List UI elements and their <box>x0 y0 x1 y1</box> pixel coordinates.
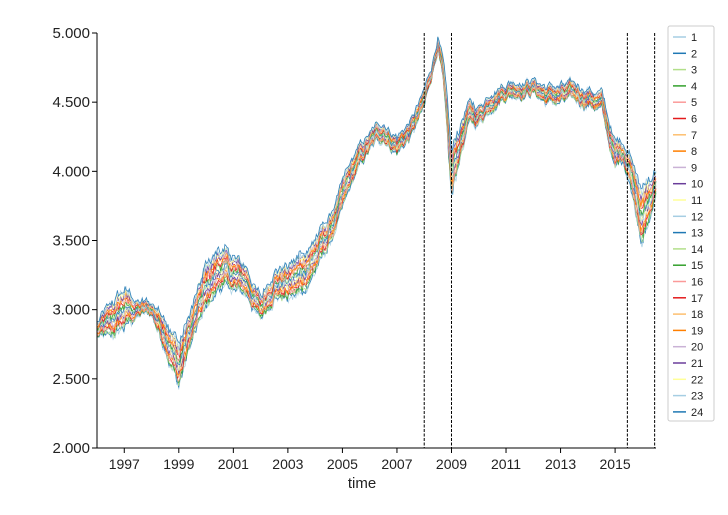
legend-label-4: 4 <box>691 81 697 93</box>
legend-label-17: 17 <box>691 293 703 305</box>
x-axis-label: time <box>348 475 376 492</box>
x-tick-label: 1997 <box>109 456 140 472</box>
legend-label-3: 3 <box>691 65 697 77</box>
x-tick-label: 2001 <box>218 456 249 472</box>
x-tick-label: 2015 <box>600 456 631 472</box>
x-tick-label: 2013 <box>545 456 576 472</box>
legend-label-15: 15 <box>691 260 703 272</box>
legend-label-22: 22 <box>691 374 703 386</box>
y-tick-label: 4.000 <box>52 163 90 180</box>
x-tick-label: 2009 <box>436 456 467 472</box>
legend-label-13: 13 <box>691 228 703 240</box>
legend-label-21: 21 <box>691 358 703 370</box>
legend-label-7: 7 <box>691 130 697 142</box>
y-tick-label: 2.500 <box>52 371 90 388</box>
legend-label-9: 9 <box>691 162 697 174</box>
x-tick-label: 2003 <box>272 456 303 472</box>
legend-label-10: 10 <box>691 179 703 191</box>
x-ticks: 1997 1999 2001 2003 2005 2007 2009 2011 2013 2015 <box>109 448 631 472</box>
legend-label-5: 5 <box>691 97 697 109</box>
legend-label-18: 18 <box>691 309 703 321</box>
x-tick-label: 2007 <box>381 456 412 472</box>
y-tick-label: 5.000 <box>52 25 90 42</box>
y-tick-label: 3.000 <box>52 302 90 319</box>
series-line-6 <box>96 46 657 380</box>
legend-label-16: 16 <box>691 277 703 289</box>
series-line-20 <box>96 39 657 356</box>
legend-label-19: 19 <box>691 325 703 337</box>
x-tick-label: 1999 <box>163 456 194 472</box>
legend-box <box>667 25 715 422</box>
y-tick-label: 4.500 <box>52 94 90 111</box>
series-layer <box>96 36 657 390</box>
series-line-16 <box>96 40 657 362</box>
series-line-24 <box>96 36 657 345</box>
y-ticks: 2.000 2.500 3.000 3.500 4.000 4.500 5.000 <box>52 25 97 457</box>
y-tick-label: 3.500 <box>52 233 90 250</box>
x-tick-label: 2011 <box>491 456 521 472</box>
legend-label-20: 20 <box>691 342 703 354</box>
legend-label-14: 14 <box>691 244 703 256</box>
y-tick-label: 2.000 <box>52 440 90 457</box>
legend-label-12: 12 <box>691 211 703 223</box>
legend-label-1: 1 <box>691 32 697 44</box>
legend-label-11: 11 <box>691 195 702 207</box>
legend-label-24: 24 <box>691 407 703 419</box>
x-tick-label: 2005 <box>327 456 358 472</box>
vertical-lines <box>423 33 656 448</box>
legend-label-2: 2 <box>691 48 697 60</box>
legend-label-23: 23 <box>691 391 703 403</box>
legend-label-6: 6 <box>691 114 697 126</box>
legend-label-8: 8 <box>691 146 697 158</box>
